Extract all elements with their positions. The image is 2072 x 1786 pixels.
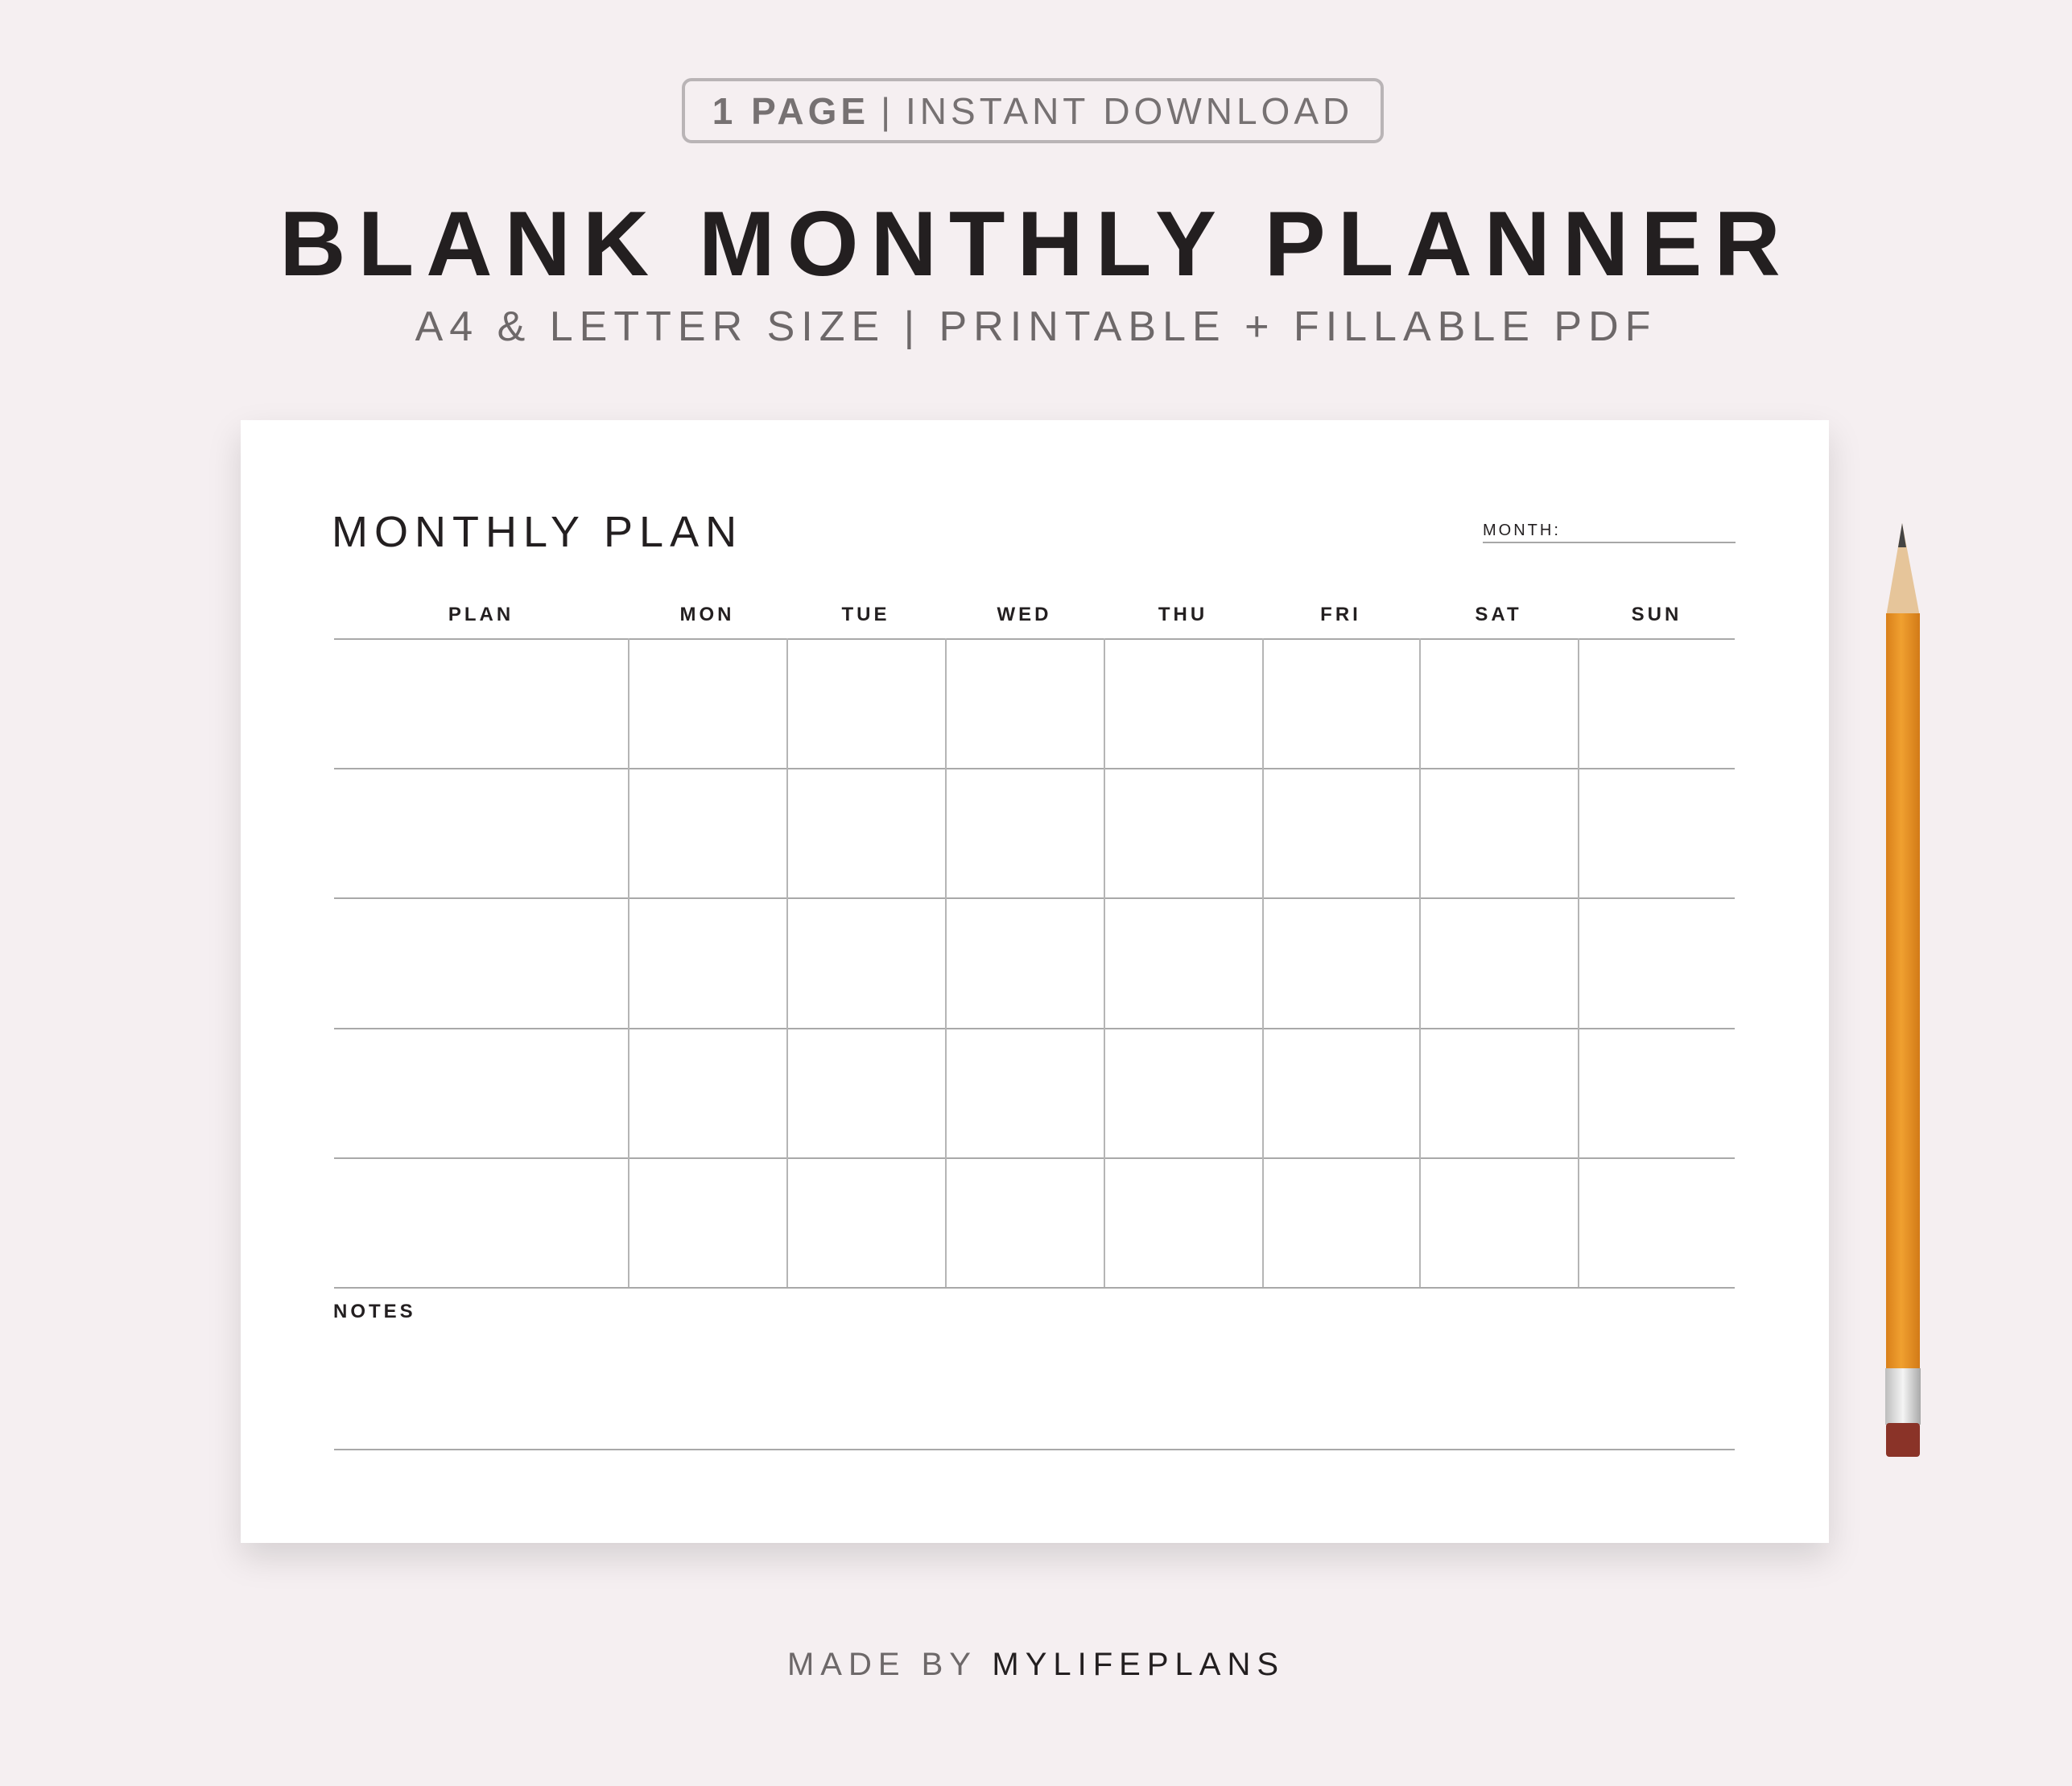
header-rule xyxy=(334,638,1735,640)
column-header-plan: PLAN xyxy=(448,604,514,625)
row-line xyxy=(334,1157,1735,1159)
calendar-cell xyxy=(786,768,945,897)
calendar-cell xyxy=(628,1028,786,1157)
column-line xyxy=(628,638,629,1287)
calendar-cell xyxy=(786,638,945,768)
row-line xyxy=(334,1287,1735,1289)
badge-download: INSTANT DOWNLOAD xyxy=(906,89,1354,132)
month-label: MONTH: xyxy=(1483,522,1561,539)
calendar-cell xyxy=(334,1028,628,1157)
column-line xyxy=(1104,638,1105,1287)
row-line xyxy=(334,1028,1735,1029)
badge-instant-download: 1 PAGE | INSTANT DOWNLOAD xyxy=(682,78,1384,143)
column-header-tue: TUE xyxy=(841,604,890,625)
column-line xyxy=(1578,638,1579,1287)
calendar-cell xyxy=(1578,1028,1736,1157)
notes-label: NOTES xyxy=(333,1301,416,1322)
calendar-cell xyxy=(1104,768,1262,897)
calendar-cell xyxy=(1419,1157,1578,1287)
calendar-cell xyxy=(1262,897,1419,1028)
calendar-cell xyxy=(945,897,1104,1028)
footer-credit: MADE BY MYLIFEPLANS xyxy=(0,1647,2072,1683)
column-header-mon: MON xyxy=(679,604,735,625)
badge-pages: 1 PAGE xyxy=(712,89,870,132)
calendar-cell xyxy=(1262,768,1419,897)
planner-heading: MONTHLY PLAN xyxy=(332,508,744,556)
calendar-cell xyxy=(1104,1028,1262,1157)
row-line xyxy=(334,768,1735,769)
calendar-cell xyxy=(334,897,628,1028)
column-header-wed: WED xyxy=(997,604,1052,625)
calendar-cell xyxy=(1578,768,1736,897)
calendar-cell xyxy=(1104,638,1262,768)
calendar-cell xyxy=(1262,638,1419,768)
calendar-cell xyxy=(786,1157,945,1287)
calendar-cell xyxy=(786,1028,945,1157)
calendar-cell xyxy=(1104,897,1262,1028)
column-line xyxy=(1262,638,1264,1287)
calendar-cell xyxy=(628,768,786,897)
calendar-cell xyxy=(1578,1157,1736,1287)
column-line xyxy=(786,638,788,1287)
calendar-cell xyxy=(1262,1028,1419,1157)
month-field-line xyxy=(1483,542,1736,543)
calendar-cell xyxy=(628,1157,786,1287)
calendar-cell xyxy=(628,897,786,1028)
column-header-sun: SUN xyxy=(1631,604,1682,625)
notes-line xyxy=(334,1449,1735,1450)
calendar-cell xyxy=(334,638,628,768)
badge-separator: | xyxy=(881,89,895,132)
footer-brand: MYLIFEPLANS xyxy=(992,1647,1286,1682)
column-header-fri: FRI xyxy=(1320,604,1361,625)
calendar-cell xyxy=(1104,1157,1262,1287)
calendar-cell xyxy=(334,1157,628,1287)
calendar-cell xyxy=(945,638,1104,768)
calendar-cell xyxy=(628,638,786,768)
calendar-cell xyxy=(945,1157,1104,1287)
pencil-image xyxy=(1885,523,1921,1457)
calendar-cell xyxy=(786,897,945,1028)
page-title: BLANK MONTHLY PLANNER xyxy=(279,193,1793,295)
calendar-cell xyxy=(1578,638,1736,768)
column-header-thu: THU xyxy=(1158,604,1208,625)
page-subtitle: A4 & LETTER SIZE | PRINTABLE + FILLABLE … xyxy=(415,303,1657,350)
planner-sheet: MONTHLY PLAN MONTH: PLAN MON TUE WED THU FRI S… xyxy=(241,420,1829,1543)
calendar-cell xyxy=(334,768,628,897)
column-line xyxy=(1419,638,1421,1287)
calendar-cell xyxy=(1578,897,1736,1028)
calendar-cell xyxy=(1419,638,1578,768)
footer-prefix: MADE BY xyxy=(786,1647,977,1682)
calendar-cell xyxy=(1419,1028,1578,1157)
calendar-cell xyxy=(1419,897,1578,1028)
calendar-cell xyxy=(945,1028,1104,1157)
column-line xyxy=(945,638,947,1287)
column-header-sat: SAT xyxy=(1475,604,1522,625)
calendar-cell xyxy=(1262,1157,1419,1287)
calendar-cell xyxy=(1419,768,1578,897)
row-line xyxy=(334,897,1735,899)
calendar-cell xyxy=(945,768,1104,897)
